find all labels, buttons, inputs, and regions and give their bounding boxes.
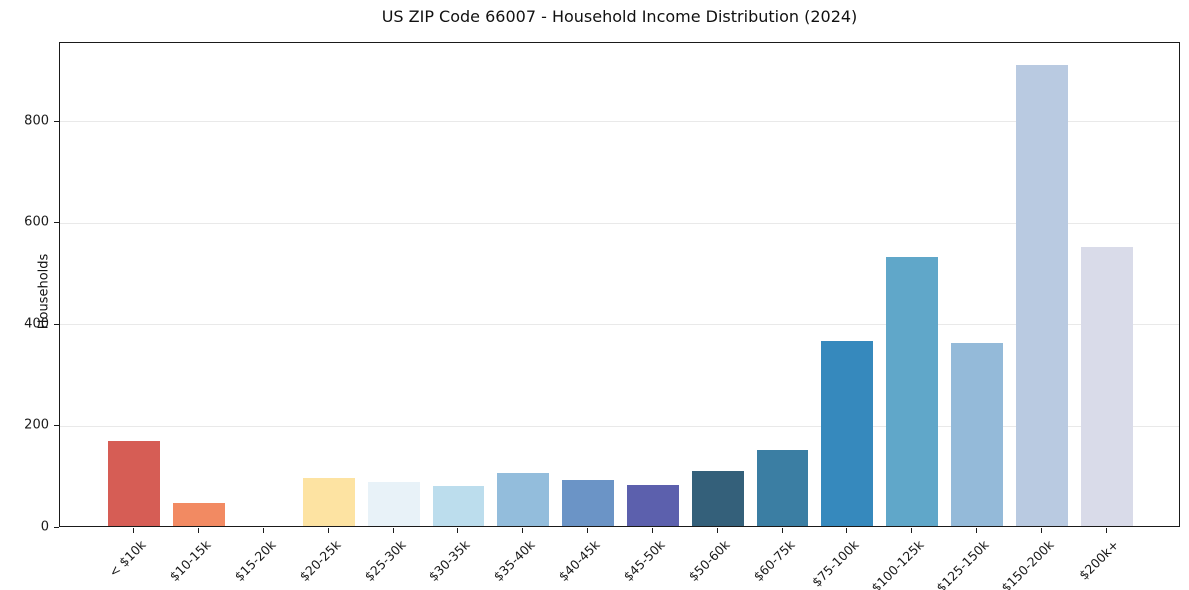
bar-20-25k	[302, 477, 355, 526]
bar-25-30k	[367, 482, 420, 526]
y-tick-mark	[54, 425, 59, 427]
x-tick-mark	[133, 528, 135, 533]
y-tick-mark	[54, 120, 59, 122]
x-tick-label: $125-150k	[933, 537, 992, 590]
bar-100-125k	[886, 256, 939, 526]
y-gridline	[60, 222, 1179, 224]
x-tick-mark	[651, 528, 653, 533]
plot-area	[59, 42, 1180, 527]
bar-60-75k	[756, 449, 809, 526]
x-tick-label: $150-200k	[998, 537, 1057, 590]
x-tick-mark	[911, 528, 913, 533]
x-tick-label: $75-100k	[809, 537, 862, 590]
y-tick-label: 800	[24, 113, 49, 129]
x-tick-mark	[392, 528, 394, 533]
bar-10-15k	[173, 503, 226, 526]
x-tick-mark	[1105, 528, 1107, 533]
bar-35-40k	[497, 473, 550, 526]
x-tick-mark	[522, 528, 524, 533]
y-tick-mark	[54, 527, 59, 528]
bar-30-35k	[432, 486, 485, 526]
x-tick-mark	[327, 528, 329, 533]
bar-45-50k	[626, 484, 679, 526]
x-tick-label: $60-75k	[750, 537, 798, 585]
y-tick-label: 400	[24, 316, 49, 332]
y-gridline	[60, 121, 1179, 123]
y-gridline	[60, 425, 1179, 427]
x-tick-mark	[457, 528, 459, 533]
y-tick-label: 0	[40, 519, 49, 535]
x-tick-label: $35-40k	[490, 537, 538, 585]
x-tick-label: $40-45k	[555, 537, 603, 585]
x-tick-label: < $10k	[106, 537, 150, 580]
bar-200k	[1080, 246, 1133, 526]
x-tick-mark	[198, 528, 200, 533]
x-tick-mark	[263, 528, 265, 533]
x-tick-mark	[1040, 528, 1042, 533]
chart-title: US ZIP Code 66007 - Household Income Dis…	[381, 7, 858, 26]
x-tick-mark	[846, 528, 848, 533]
bar-40-45k	[562, 479, 614, 526]
x-tick-mark	[975, 528, 977, 533]
x-tick-label: $10-15k	[166, 537, 214, 585]
y-tick-mark	[54, 222, 59, 224]
x-tick-label: $15-20k	[231, 537, 279, 585]
y-tick-label: 600	[24, 214, 49, 230]
y-tick-mark	[54, 323, 59, 325]
x-tick-mark	[716, 528, 718, 533]
x-tick-label: $30-35k	[426, 537, 474, 585]
bar-125-150k	[951, 342, 1003, 526]
bar-50-60k	[691, 471, 744, 526]
bar-150-200k	[1015, 65, 1068, 526]
y-tick-label: 200	[24, 417, 49, 433]
bar-75-100k	[821, 340, 874, 526]
y-gridline	[60, 324, 1179, 326]
x-tick-label: $100-125k	[868, 537, 927, 590]
x-tick-label: $20-25k	[296, 537, 344, 585]
x-tick-label: $45-50k	[620, 537, 668, 585]
x-tick-mark	[587, 528, 589, 533]
x-tick-label: $200k+	[1075, 537, 1122, 583]
x-tick-label: $50-60k	[685, 537, 733, 585]
x-tick-label: $25-30k	[361, 537, 409, 585]
bar-10k	[108, 440, 161, 526]
x-tick-mark	[781, 528, 783, 533]
